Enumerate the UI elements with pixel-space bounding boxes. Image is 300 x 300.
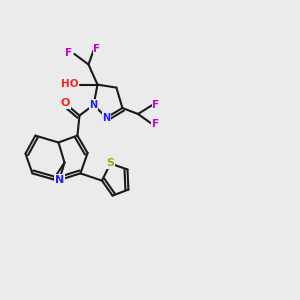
Text: S: S [106,158,114,169]
Text: N: N [55,175,64,185]
Text: N: N [102,112,111,123]
Text: N: N [89,100,98,110]
Text: O: O [61,98,70,109]
Text: F: F [65,47,73,58]
Text: F: F [93,44,100,54]
Text: F: F [152,118,159,129]
Text: F: F [152,100,160,110]
Text: HO: HO [61,79,79,89]
